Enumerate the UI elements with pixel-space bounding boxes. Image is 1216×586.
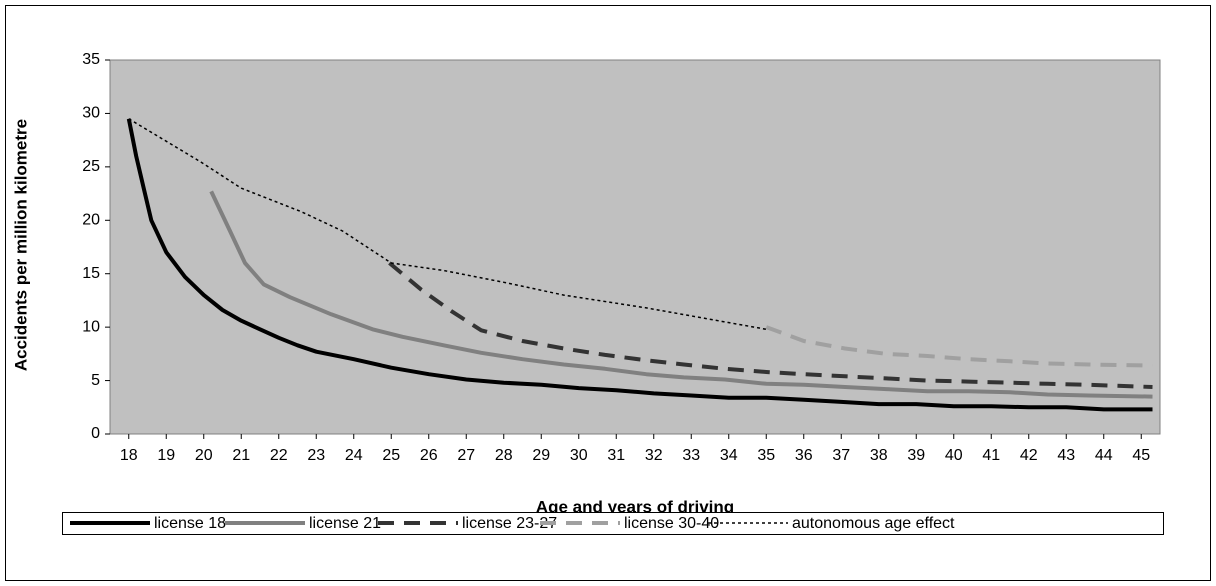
y-tick-label: 25 [82,158,100,175]
x-tick-label: 30 [570,447,588,464]
x-tick-label: 33 [682,447,700,464]
x-tick-label: 42 [1020,447,1038,464]
x-tick-label: 29 [532,447,550,464]
x-tick-label: 40 [945,447,963,464]
x-tick-label: 38 [870,447,888,464]
x-tick-label: 37 [832,447,850,464]
legend-label: license 18 [154,515,226,532]
x-tick-label: 36 [795,447,813,464]
x-tick-label: 28 [495,447,513,464]
y-tick-label: 15 [82,265,100,282]
x-tick-label: 21 [232,447,250,464]
x-tick-label: 43 [1057,447,1075,464]
x-tick-label: 22 [270,447,288,464]
series-line [126,118,1153,412]
series-line [388,261,1153,389]
x-tick-label: 19 [157,447,175,464]
x-tick-label: 18 [120,447,138,464]
x-tick-label: 35 [757,447,775,464]
x-tick-label: 31 [607,447,625,464]
x-tick-label: 44 [1095,447,1113,464]
x-tick-label: 20 [195,447,213,464]
y-tick-label: 35 [82,51,100,68]
x-tick-label: 45 [1132,447,1150,464]
x-tick-label: 26 [420,447,438,464]
x-tick-label: 41 [982,447,1000,464]
plot-area [109,59,1161,435]
x-tick-label: 24 [345,447,363,464]
y-tick-label: 0 [91,425,100,442]
x-tick-label: 23 [307,447,325,464]
x-tick-label: 27 [457,447,475,464]
y-tick-label: 5 [91,372,100,389]
legend-box [62,512,1164,535]
x-tick-label: 25 [382,447,400,464]
legend-label: license 21 [309,515,381,532]
y-tick-label: 30 [82,105,100,122]
y-tick-label: 20 [82,212,100,229]
legend-label: license 23-27 [462,515,557,532]
x-tick-label: 34 [720,447,738,464]
x-axis-title: Age and years of driving [536,497,734,516]
x-tick-label: 39 [907,447,925,464]
y-tick-label: 10 [82,318,100,335]
y-axis-title: Accidents per million kilometre [11,119,30,371]
legend-label: license 30-40 [624,515,719,532]
series-line [209,190,1153,399]
legend-label: autonomous age effect [792,515,955,532]
x-tick-label: 32 [645,447,663,464]
series-line [128,118,767,331]
series-line [765,325,1153,368]
